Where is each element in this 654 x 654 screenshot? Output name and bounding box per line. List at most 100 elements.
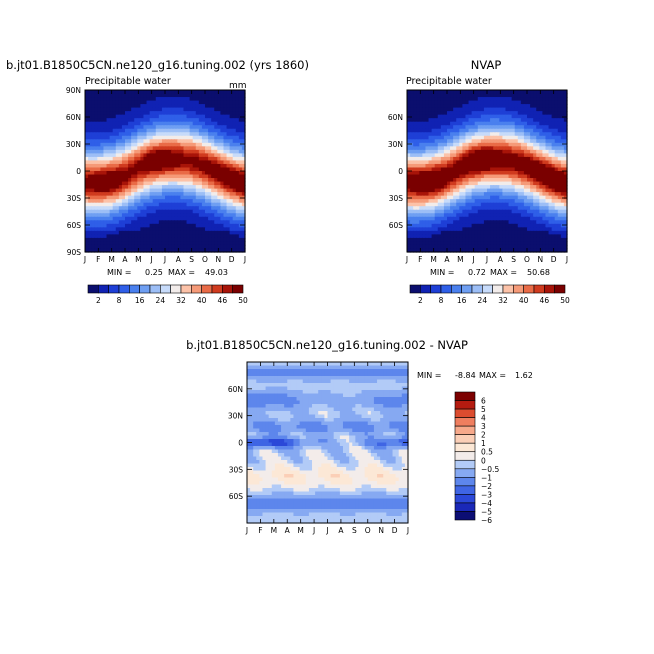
model-heatmap-cell [100, 199, 105, 204]
model-heatmap-cell [183, 206, 188, 211]
model-heatmap-cell [85, 202, 89, 207]
model-heatmap-cell [192, 156, 197, 162]
model-heatmap-cell [220, 192, 225, 197]
model-heatmap-cell [155, 153, 160, 158]
model-heatmap-cell [88, 223, 92, 228]
obs-heatmap-cell [410, 234, 414, 239]
model-heatmap-cell [195, 174, 200, 179]
obs-heatmap-cell [480, 178, 485, 183]
model-heatmap-cell [232, 93, 237, 98]
obs-heatmap-cell [440, 118, 445, 123]
obs-heatmap-cell [456, 220, 460, 225]
obs-heatmap-cell [425, 216, 430, 221]
obs-heatmap-cell [560, 90, 565, 95]
model-heatmap-cell [158, 97, 163, 102]
obs-heatmap-cell [548, 146, 553, 151]
model-heatmap-cell [198, 230, 203, 235]
model-heatmap-cell [223, 244, 228, 250]
obs-colorbar-label: 2 [418, 296, 423, 305]
obs-heatmap-cell [437, 104, 442, 109]
obs-heatmap-cell [410, 188, 414, 193]
obs-heatmap-cell [511, 97, 516, 102]
obs-heatmap-cell [533, 139, 537, 144]
model-heatmap-cell [158, 100, 163, 105]
model-heatmap-cell [103, 128, 108, 133]
model-heatmap-cell [109, 220, 114, 225]
obs-heatmap-cell [554, 209, 559, 214]
obs-heatmap-cell [511, 114, 516, 119]
obs-heatmap-cell [407, 206, 411, 211]
model-heatmap-cell [143, 192, 148, 197]
model-heatmap-cell [226, 125, 231, 130]
obs-heatmap-cell [545, 149, 550, 154]
model-heatmap-cell [152, 128, 157, 133]
obs-heatmap-cell [533, 174, 537, 179]
obs-heatmap-cell [551, 100, 556, 105]
model-heatmap-cell [88, 216, 92, 221]
model-heatmap-cell [149, 104, 154, 109]
obs-heatmap-cell [517, 230, 522, 235]
obs-heatmap-cell [539, 153, 543, 158]
model-heatmap-cell [238, 209, 243, 214]
obs-heatmap-cell [511, 185, 516, 190]
model-heatmap-cell [118, 118, 123, 123]
model-heatmap-cell [214, 160, 218, 165]
obs-heatmap-cell [428, 230, 433, 235]
model-heatmap-cell [125, 206, 129, 211]
obs-heatmap-cell [490, 213, 494, 218]
model-heatmap-cell [183, 195, 188, 200]
model-heatmap-cell [94, 174, 98, 179]
obs-heatmap-cell [447, 171, 451, 176]
model-heatmap-cell [165, 118, 169, 123]
model-heatmap-cell [165, 97, 169, 102]
obs-heatmap-cell [563, 107, 568, 112]
obs-heatmap-cell [530, 167, 534, 172]
obs-heatmap-cell [407, 248, 411, 253]
model-heatmap-cell [217, 227, 221, 232]
obs-heatmap-cell [453, 213, 457, 218]
obs-heatmap-cell [443, 213, 448, 218]
obs-heatmap-cell [505, 241, 510, 246]
obs-heatmap-cell [425, 244, 430, 250]
obs-heatmap-cell [493, 181, 497, 186]
obs-heatmap-cell [517, 174, 522, 179]
obs-heatmap-cell [542, 237, 547, 243]
obs-heatmap-cell [551, 121, 556, 126]
obs-heatmap-cell [551, 195, 556, 200]
obs-heatmap-cell [542, 118, 547, 123]
obs-heatmap-cell [450, 188, 454, 193]
obs-heatmap-cell [459, 248, 463, 253]
model-heatmap-cell [155, 90, 160, 95]
obs-heatmap-cell [456, 244, 460, 250]
obs-heatmap-cell [431, 142, 436, 147]
obs-heatmap-cell [545, 171, 550, 176]
obs-heatmap-cell [422, 128, 427, 133]
obs-heatmap-cell [407, 185, 411, 190]
obs-heatmap-cell [523, 121, 528, 126]
obs-heatmap-cell [477, 185, 482, 190]
obs-heatmap-cell [496, 244, 500, 250]
obs-heatmap-cell [499, 142, 503, 147]
obs-heatmap-cell [520, 171, 525, 176]
model-heatmap-cell [103, 97, 108, 102]
obs-heatmap-cell [523, 248, 528, 253]
obs-heatmap-cell [520, 223, 525, 228]
obs-heatmap-cell [447, 107, 451, 112]
model-heatmap-cell [106, 153, 111, 158]
model-heatmap-cell [201, 139, 206, 144]
obs-heatmap-cell [453, 188, 457, 193]
obs-heatmap-cell [465, 192, 470, 197]
obs-heatmap-cell [410, 167, 414, 172]
obs-heatmap-cell [511, 209, 516, 214]
model-heatmap-cell [85, 132, 89, 137]
model-heatmap-cell [161, 199, 166, 204]
obs-heatmap-cell [453, 135, 457, 140]
model-heatmap-cell [131, 174, 135, 179]
obs-heatmap-cell [536, 167, 540, 172]
model-heatmap-cell [112, 100, 117, 105]
model-heatmap-cell [91, 188, 95, 193]
obs-heatmap-cell [477, 156, 482, 162]
obs-heatmap-cell [443, 178, 448, 183]
obs-heatmap-cell [425, 241, 430, 246]
model-heatmap-cell [186, 149, 191, 154]
